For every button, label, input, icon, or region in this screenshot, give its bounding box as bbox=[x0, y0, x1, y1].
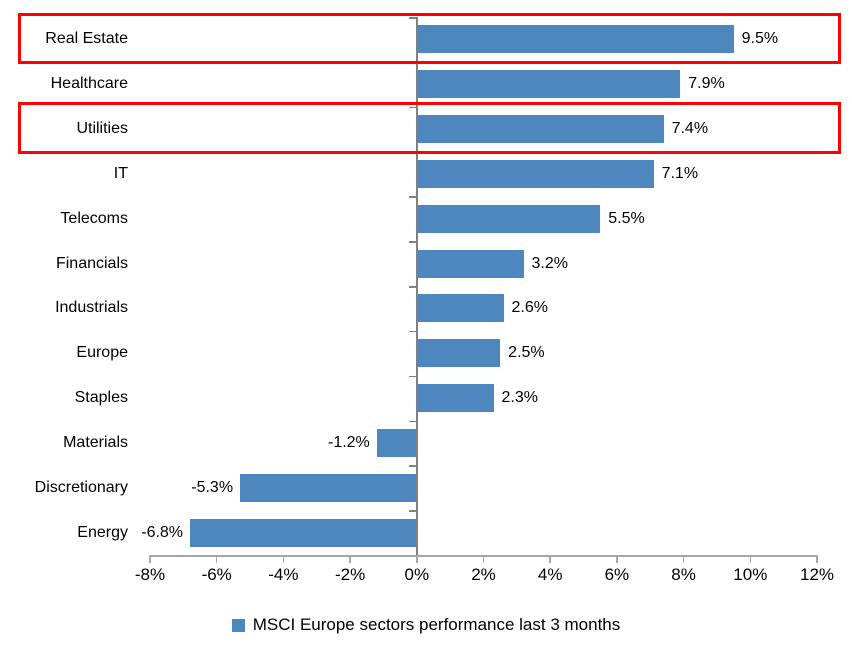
x-axis-tick bbox=[549, 555, 551, 563]
x-tick-label-6: -6% bbox=[201, 565, 232, 584]
bar-energy bbox=[190, 518, 417, 547]
chart-legend: MSCI Europe sectors performance last 3 m… bbox=[0, 612, 852, 638]
legend-series-label: MSCI Europe sectors performance last 3 m… bbox=[252, 615, 621, 634]
category-axis-tick bbox=[408, 510, 416, 512]
value-label-industrials: 2.6% bbox=[511, 299, 548, 317]
category-label-industrials: Industrials bbox=[55, 299, 128, 317]
category-axis-tick bbox=[408, 151, 416, 153]
bar-healthcare bbox=[416, 70, 681, 99]
x-tick-label-12: 12% bbox=[799, 565, 835, 584]
value-label-energy: -6.8% bbox=[141, 523, 184, 541]
value-label-discretionary: -5.3% bbox=[191, 478, 234, 496]
category-label-real-estate: Real Estate bbox=[45, 30, 128, 48]
x-tick-label-8: -8% bbox=[134, 565, 166, 584]
category-label-staples: Staples bbox=[74, 389, 128, 407]
category-axis-tick bbox=[408, 196, 416, 198]
category-axis-tick bbox=[408, 465, 416, 467]
bar-staples bbox=[416, 384, 494, 413]
x-axis-tick bbox=[749, 555, 752, 563]
x-axis-tick bbox=[416, 555, 418, 563]
x-axis-tick bbox=[816, 555, 818, 563]
category-label-materials: Materials bbox=[63, 433, 128, 451]
category-axis-tick bbox=[408, 241, 416, 243]
category-label-telecoms: Telecoms bbox=[60, 209, 128, 227]
x-tick-label-8: 8% bbox=[671, 565, 696, 584]
category-axis-tick bbox=[408, 17, 416, 19]
category-axis-tick bbox=[408, 61, 416, 64]
category-axis-tick bbox=[408, 420, 416, 422]
category-label-utilities: Utilities bbox=[76, 120, 128, 138]
x-tick-label-2: -2% bbox=[334, 565, 366, 584]
bar-financials bbox=[416, 249, 524, 278]
bar-europe bbox=[416, 339, 501, 368]
x-axis-tick bbox=[282, 555, 285, 563]
x-tick-label-10: 10% bbox=[733, 565, 768, 584]
value-label-staples: 2.3% bbox=[501, 389, 538, 407]
x-tick-label-0: 0% bbox=[404, 565, 430, 584]
bar-discretionary bbox=[240, 473, 417, 502]
category-axis-tick bbox=[408, 330, 416, 333]
x-axis-tick bbox=[616, 555, 618, 563]
category-axis-tick bbox=[408, 286, 416, 288]
value-label-telecoms: 5.5% bbox=[608, 209, 645, 227]
value-label-financials: 3.2% bbox=[531, 254, 568, 272]
bar-it bbox=[416, 159, 654, 188]
x-axis-tick bbox=[215, 555, 218, 563]
category-axis-tick bbox=[408, 106, 416, 109]
category-label-europe: Europe bbox=[76, 344, 128, 362]
bar-materials bbox=[376, 428, 417, 457]
bar-telecoms bbox=[416, 204, 601, 233]
legend-series-marker-icon bbox=[231, 618, 245, 632]
category-label-it: IT bbox=[113, 164, 128, 182]
category-axis-tick bbox=[408, 375, 416, 378]
value-label-healthcare: 7.9% bbox=[688, 75, 725, 93]
x-axis-tick bbox=[482, 555, 485, 563]
x-tick-label-6: 6% bbox=[604, 565, 630, 584]
x-tick-label-4: -4% bbox=[268, 565, 299, 584]
bar-utilities bbox=[416, 115, 664, 144]
category-label-healthcare: Healthcare bbox=[50, 75, 128, 93]
category-label-energy: Energy bbox=[77, 523, 128, 541]
x-axis-tick bbox=[682, 555, 685, 563]
value-label-real-estate: 9.5% bbox=[741, 30, 779, 48]
category-label-financials: Financials bbox=[55, 254, 128, 272]
bar-real-estate bbox=[416, 25, 734, 54]
value-label-materials: -1.2% bbox=[327, 433, 370, 451]
value-label-it: 7.1% bbox=[661, 164, 699, 182]
x-tick-label-4: 4% bbox=[537, 565, 563, 584]
bar-industrials bbox=[416, 294, 504, 323]
value-label-utilities: 7.4% bbox=[671, 120, 709, 138]
x-tick-label-2: 2% bbox=[471, 565, 496, 584]
x-axis-tick bbox=[349, 555, 351, 563]
x-axis-tick bbox=[149, 555, 151, 563]
value-label-europe: 2.5% bbox=[508, 344, 545, 362]
category-label-discretionary: Discretionary bbox=[34, 478, 128, 496]
value-axis-line bbox=[415, 17, 418, 563]
